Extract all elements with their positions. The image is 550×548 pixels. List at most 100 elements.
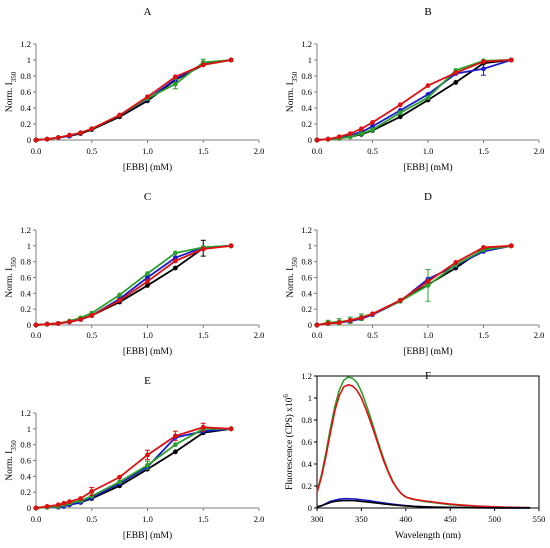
- x-tick-label: 0.0: [31, 146, 42, 156]
- y-tick-label: 0.6: [301, 437, 312, 447]
- y-tick-label: 0: [308, 320, 312, 330]
- panel-title: A: [144, 6, 152, 18]
- data-point: [89, 488, 95, 494]
- x-tick-label: 0.5: [86, 146, 97, 156]
- series-3: [33, 422, 234, 511]
- data-point: [117, 298, 123, 303]
- y-tick-label: 0.2: [301, 481, 312, 491]
- panel-title: C: [144, 191, 151, 203]
- x-tick-label: 1.5: [198, 514, 209, 524]
- data-point: [347, 317, 353, 323]
- series-line: [316, 244, 512, 326]
- data-point: [172, 258, 178, 264]
- data-point: [172, 265, 178, 271]
- panel-title: D: [424, 191, 432, 203]
- series-0: [316, 376, 531, 509]
- data-point: [347, 131, 353, 137]
- data-point: [200, 424, 206, 430]
- panel-d: D 0 0.2 0.4 0.6 0.8 1 1.2 0.0 0.5 1.0 1.5 2.0 [EBB] (…: [286, 191, 544, 357]
- data-point: [453, 260, 459, 265]
- y-tick-label: 1: [308, 55, 312, 65]
- data-point: [508, 243, 514, 249]
- data-point: [172, 81, 178, 87]
- data-point: [55, 502, 61, 508]
- series-line: [316, 59, 512, 141]
- data-point: [33, 137, 39, 143]
- y-tick-label: 1.2: [301, 225, 312, 235]
- x-tick-label: 0.0: [312, 146, 323, 156]
- data-point: [33, 505, 39, 511]
- data-point: [78, 130, 83, 136]
- y-axis-subscript: 350: [10, 71, 18, 82]
- x-tick-label: 400: [399, 514, 412, 524]
- data-point: [67, 132, 72, 138]
- data-point: [89, 126, 95, 132]
- y-axis-title: Norm. I350: [5, 257, 18, 298]
- series-line: [35, 244, 232, 326]
- series-line: [316, 244, 512, 326]
- series-1: [33, 426, 234, 511]
- x-tick-label: 0.5: [367, 330, 378, 340]
- panel-title: E: [144, 375, 151, 387]
- series-line: [316, 244, 512, 326]
- data-point: [55, 321, 61, 326]
- data-point: [359, 315, 364, 321]
- data-point: [228, 243, 234, 249]
- series-0: [33, 426, 234, 511]
- data-point: [481, 245, 486, 250]
- y-tick-label: 0.4: [20, 288, 31, 298]
- x-tick-label: 1.0: [142, 330, 153, 340]
- x-tick-label: 1.0: [423, 330, 434, 340]
- x-tick-label: 0.0: [31, 330, 42, 340]
- data-point: [359, 131, 364, 137]
- data-point: [145, 94, 150, 100]
- y-tick-label: 1: [27, 241, 31, 251]
- data-point: [117, 474, 123, 480]
- series-2: [33, 426, 234, 511]
- x-tick-label: 2.0: [254, 330, 265, 340]
- y-tick-label: 1.2: [20, 39, 31, 49]
- y-tick-label: 0.4: [301, 459, 312, 469]
- y-tick-label: 0.2: [20, 119, 31, 129]
- y-tick-label: 1: [27, 424, 31, 434]
- data-point: [44, 504, 50, 509]
- x-tick-label: 2.0: [534, 146, 545, 156]
- series-line: [35, 244, 232, 326]
- y-tick-label: 1.2: [20, 408, 31, 418]
- y-tick-label: 0.8: [301, 257, 312, 267]
- y-tick-label: 1: [308, 393, 312, 403]
- data-point: [67, 319, 72, 325]
- y-tick-label: 0.4: [20, 471, 31, 481]
- series-line: [35, 427, 232, 509]
- data-point: [89, 313, 95, 318]
- panel-a: A 0 0.2 0.4 0.6 0.8 1 1.2 0.0 0.5 1.0 1.5 2.0 [EBB] (…: [5, 6, 264, 173]
- data-point: [425, 83, 431, 88]
- y-axis-subscript: 350: [10, 440, 18, 451]
- data-point: [172, 250, 178, 256]
- x-tick-label: 1.5: [198, 330, 209, 340]
- y-tick-label: 0.8: [20, 257, 31, 267]
- data-point: [44, 136, 50, 142]
- data-point: [336, 320, 342, 326]
- panel-e: E 0 0.2 0.4 0.6 0.8 1 1.2 0.0 0.5 1.0 1.5 2.0 [EBB] (…: [5, 375, 264, 541]
- x-axis-title: [EBB] (mM): [123, 530, 172, 541]
- y-tick-label: 0.6: [20, 456, 31, 466]
- data-point: [145, 283, 150, 288]
- data-point: [117, 479, 123, 485]
- plot-frame: [316, 375, 540, 509]
- y-axis-title: Norm. I350: [286, 257, 299, 298]
- y-axis-title: Norm. I350: [286, 71, 299, 112]
- y-tick-label: 1: [27, 55, 31, 65]
- data-point: [425, 283, 431, 288]
- series-line: [35, 244, 232, 326]
- y-axis-superscript: 6: [282, 394, 290, 398]
- series-1: [33, 57, 234, 143]
- y-axis-subscript: 350: [291, 71, 299, 82]
- y-tick-label: 0.8: [301, 415, 312, 425]
- data-point: [172, 74, 178, 80]
- data-point: [425, 95, 431, 100]
- data-point: [145, 452, 150, 458]
- y-tick-label: 0: [27, 135, 31, 145]
- data-point: [145, 275, 150, 280]
